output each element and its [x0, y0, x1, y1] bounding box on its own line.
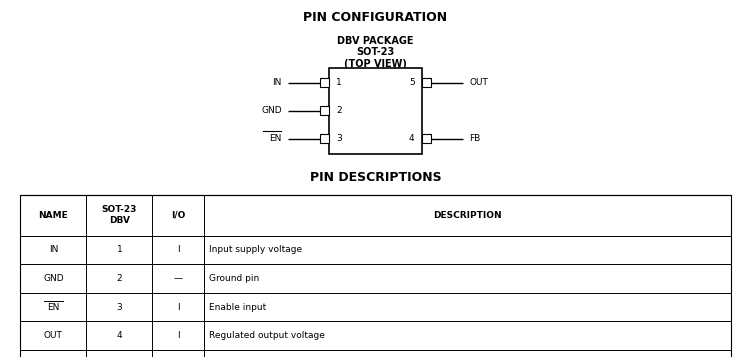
- Text: OUT: OUT: [44, 331, 63, 340]
- Text: 3: 3: [336, 134, 342, 143]
- Text: 2: 2: [116, 274, 122, 283]
- Bar: [329, 68, 422, 154]
- Text: GND: GND: [43, 274, 64, 283]
- Text: —: —: [173, 274, 182, 283]
- Text: Regulated output voltage: Regulated output voltage: [209, 331, 324, 340]
- Text: Enable input: Enable input: [209, 302, 266, 312]
- Text: 5: 5: [409, 78, 415, 87]
- Text: PIN CONFIGURATION: PIN CONFIGURATION: [303, 11, 448, 24]
- Text: (TOP VIEW): (TOP VIEW): [344, 59, 407, 69]
- Bar: [320, 78, 329, 87]
- Text: 4: 4: [409, 134, 415, 143]
- Text: OUT: OUT: [469, 78, 488, 87]
- Text: I: I: [176, 302, 179, 312]
- Text: EN: EN: [270, 134, 282, 143]
- Text: 4: 4: [116, 331, 122, 340]
- Text: NAME: NAME: [38, 211, 68, 220]
- Text: SOT-23: SOT-23: [357, 47, 394, 57]
- Text: SOT-23
DBV: SOT-23 DBV: [101, 205, 137, 225]
- Text: Ground pin: Ground pin: [209, 274, 259, 283]
- Text: IN: IN: [273, 78, 282, 87]
- Text: I: I: [176, 331, 179, 340]
- Bar: [320, 134, 329, 143]
- Text: 1: 1: [116, 245, 122, 255]
- Text: 2: 2: [336, 106, 342, 115]
- Bar: [422, 134, 431, 143]
- Bar: [422, 78, 431, 87]
- Text: I/O: I/O: [170, 211, 185, 220]
- Text: FB: FB: [469, 134, 481, 143]
- Text: GND: GND: [261, 106, 282, 115]
- Bar: [320, 106, 329, 115]
- Text: I: I: [176, 245, 179, 255]
- Bar: [20, 195, 731, 357]
- Text: EN: EN: [47, 302, 59, 312]
- Text: 3: 3: [116, 302, 122, 312]
- Text: IN: IN: [49, 245, 58, 255]
- Text: DBV PACKAGE: DBV PACKAGE: [337, 36, 414, 46]
- Text: PIN DESCRIPTIONS: PIN DESCRIPTIONS: [309, 171, 442, 184]
- Text: Input supply voltage: Input supply voltage: [209, 245, 302, 255]
- Text: DESCRIPTION: DESCRIPTION: [433, 211, 502, 220]
- Text: 1: 1: [336, 78, 342, 87]
